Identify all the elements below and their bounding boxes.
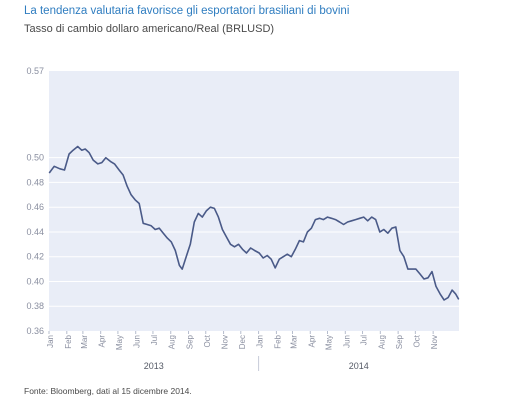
- x-tick-label: Mar: [289, 335, 298, 349]
- x-tick-label: Feb: [273, 334, 282, 348]
- source-note: Fonte: Bloomberg, dati al 15 dicembre 20…: [24, 386, 192, 396]
- y-tick-label: 0.42: [26, 252, 44, 262]
- gridlines: [49, 157, 459, 307]
- y-tick-label: 0.44: [26, 227, 44, 237]
- chart-subtitle: Tasso di cambio dollaro americano/Real (…: [24, 23, 275, 35]
- x-tick-label: Feb: [64, 334, 73, 348]
- plot-area: [49, 71, 459, 331]
- x-tick-label: Apr: [98, 335, 107, 348]
- y-tick-label: 0.36: [26, 326, 44, 336]
- x-tick-label: Jan: [256, 335, 265, 348]
- y-tick-label: 0.40: [26, 276, 44, 286]
- x-tick-label: May: [325, 335, 334, 350]
- x-tick-label: Nov: [221, 335, 230, 349]
- x-tick-label: May: [115, 335, 124, 350]
- y-tick-label: 0.46: [26, 202, 44, 212]
- x-tick-label: Jul: [360, 335, 369, 345]
- x-tick-label: Jun: [133, 335, 142, 348]
- year-label: 2013: [144, 361, 164, 371]
- series-line: [48, 145, 460, 301]
- x-axis: Jan Feb Mar Apr May Jun Jul Aug Sep Oct Nov Dec Jan F…: [46, 331, 439, 371]
- series-layer: [48, 145, 460, 301]
- x-tick-label: Aug: [168, 335, 177, 349]
- y-axis: 0.57 0.50 0.48 0.46 0.44 0.42 0.40 0.38 0.36: [26, 66, 44, 336]
- x-tick-label: Jan: [46, 335, 55, 348]
- x-tick-label: Dec: [238, 335, 247, 349]
- y-tick-label: 0.48: [26, 177, 44, 187]
- chart-title: La tendenza valutaria favorisce gli espo…: [24, 5, 350, 17]
- x-tick-label: Nov: [430, 335, 439, 349]
- x-tick-label: Jun: [342, 335, 351, 348]
- x-tick-label: Oct: [203, 334, 212, 347]
- x-tick-label: Sep: [395, 334, 404, 349]
- y-tick-label: 0.38: [26, 301, 44, 311]
- x-tick-label: Jul: [150, 335, 159, 345]
- x-tick-label: Mar: [80, 335, 89, 349]
- x-tick-label: Oct: [412, 334, 421, 347]
- x-tick-label: Aug: [377, 335, 386, 349]
- year-label: 2014: [349, 361, 369, 371]
- x-tick-label: Apr: [307, 335, 316, 348]
- y-tick-label: 0.50: [26, 153, 44, 163]
- y-tick-label: 0.57: [26, 66, 44, 76]
- x-tick-label: Sep: [186, 334, 195, 349]
